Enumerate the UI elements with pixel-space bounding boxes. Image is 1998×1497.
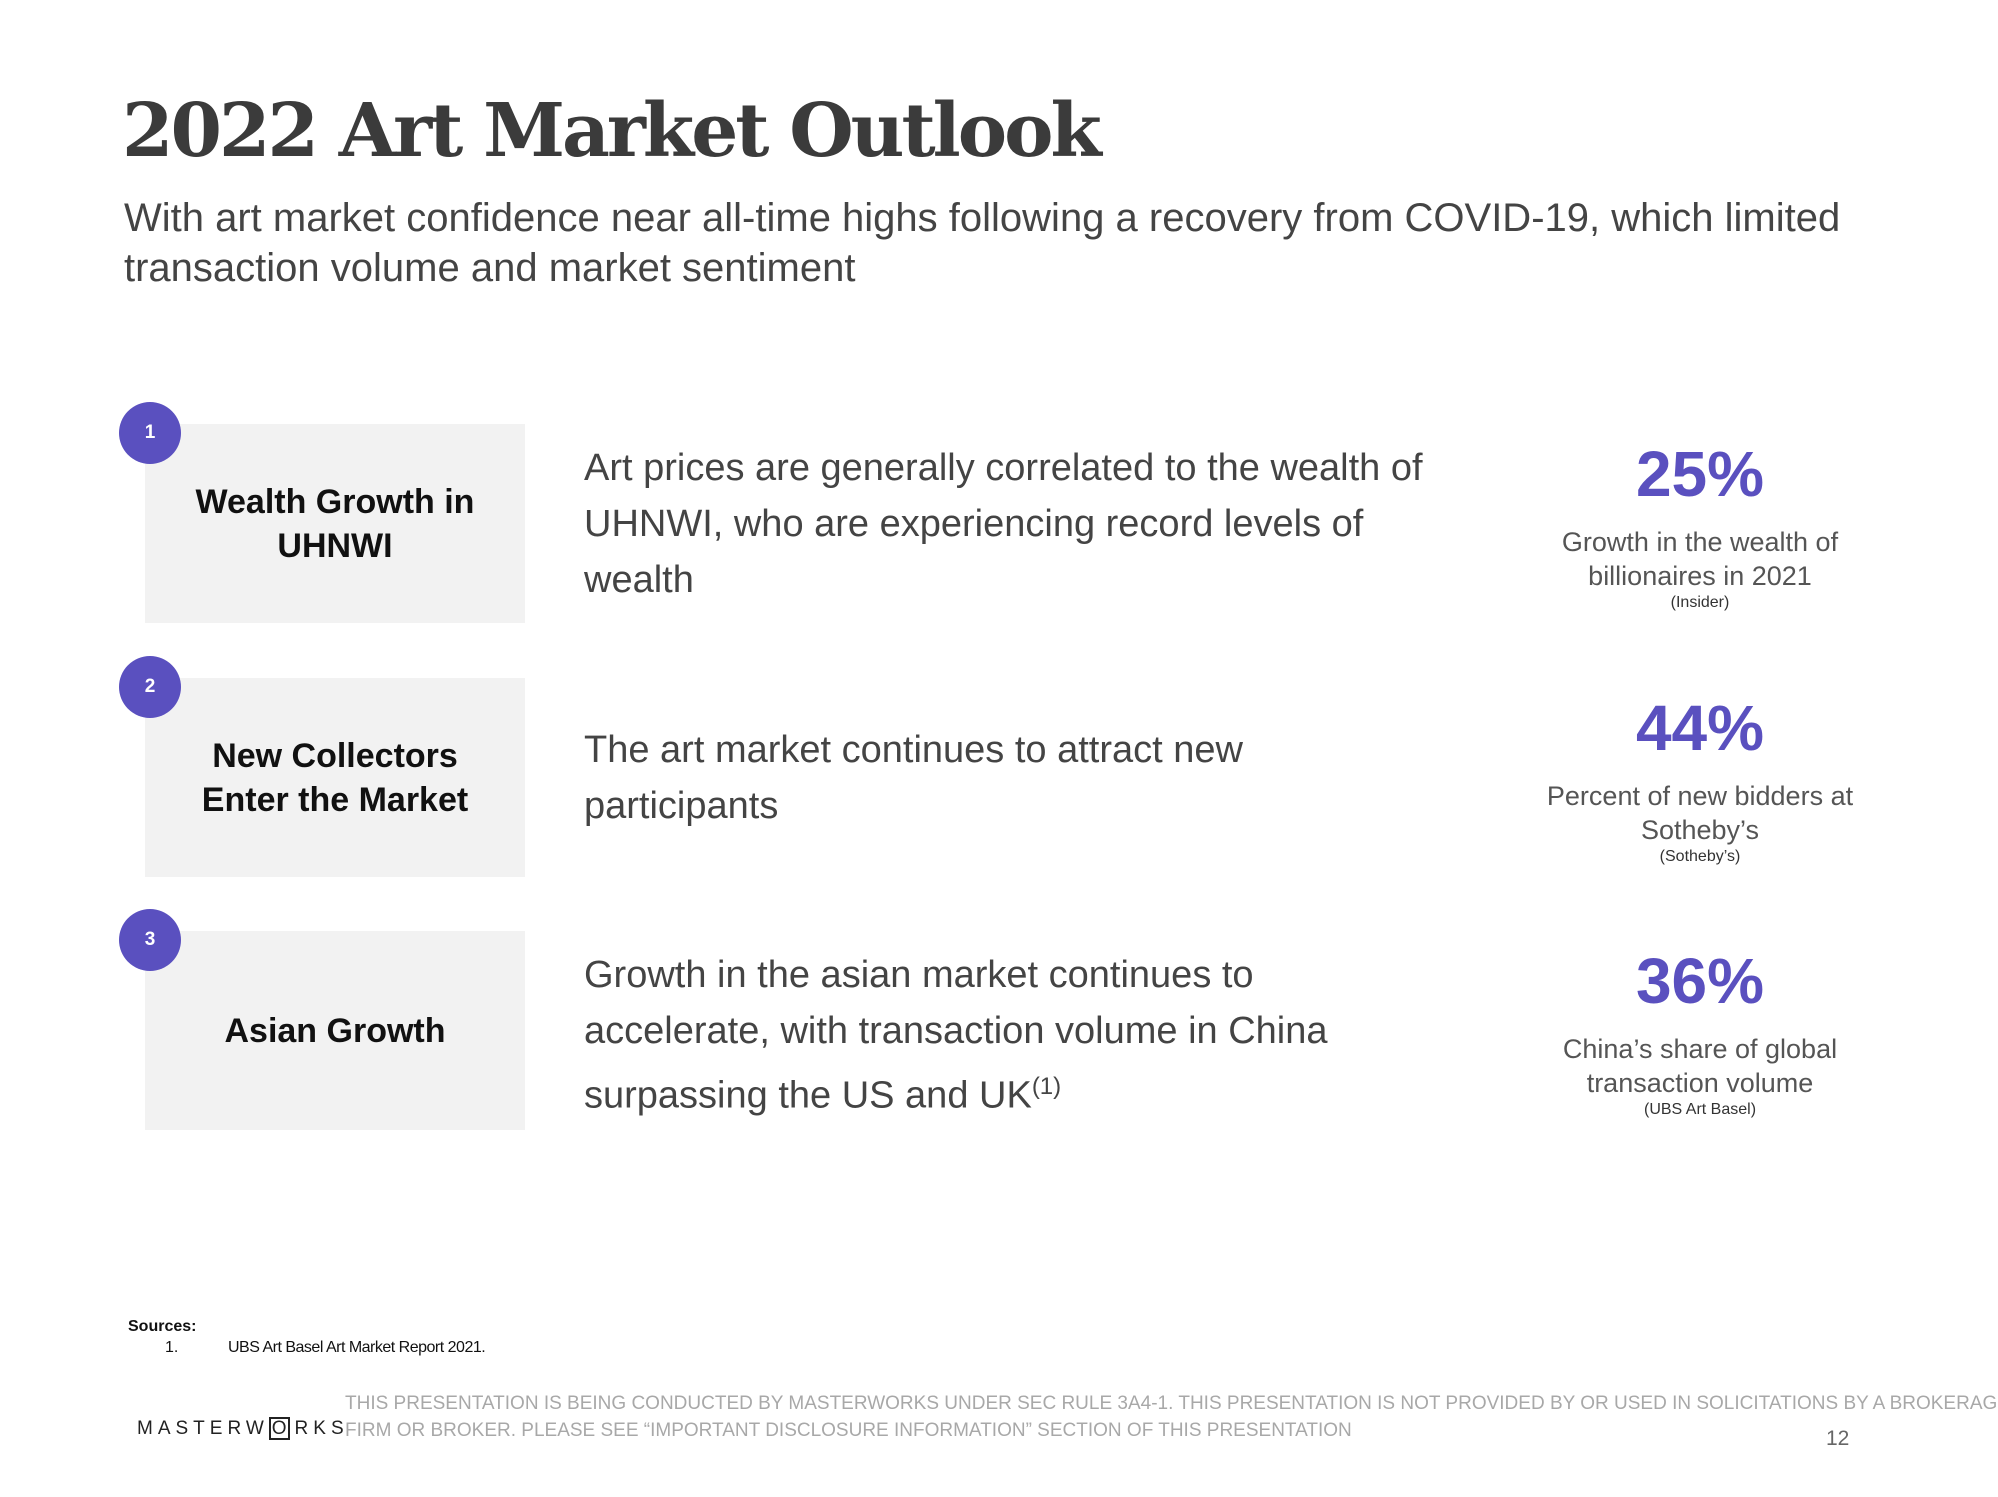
disclaimer: THIS PRESENTATION IS BEING CONDUCTED BY … [345, 1393, 1998, 1414]
topic-box [145, 424, 525, 623]
source-number: 1. [165, 1339, 179, 1356]
stat-source: (Insider) [1670, 594, 1730, 611]
topic-box [145, 678, 525, 877]
description: participants [584, 785, 779, 827]
number-badge: 3 [119, 909, 181, 971]
source-text: UBS Art Basel Art Market Report 2021. [228, 1339, 486, 1356]
subtitle: With art market confidence near all-time… [124, 196, 1841, 240]
disclaimer: FIRM OR BROKER. PLEASE SEE “IMPORTANT DI… [345, 1420, 1352, 1441]
number-badge: 1 [119, 402, 181, 464]
topic-heading: Enter the Market [201, 781, 469, 819]
description: Growth in the asian market continues to [584, 954, 1254, 996]
description: UHNWI, who are experiencing record level… [584, 503, 1364, 545]
stat-label: Sotheby’s [1640, 815, 1760, 845]
description: The art market continues to attract new [584, 729, 1243, 771]
description: wealth [584, 559, 694, 601]
page-number: 12 [1826, 1427, 1850, 1450]
topic-heading: Wealth Growth in [195, 483, 475, 521]
stat-value: 25% [1635, 438, 1765, 510]
description: surpassing the US and UK(1) [584, 1073, 1062, 1117]
subtitle: transaction volume and market sentiment [124, 246, 856, 290]
topic-heading: New Collectors [212, 737, 458, 775]
stat-value: 36% [1635, 945, 1765, 1017]
stat-label: Growth in the wealth of [1561, 527, 1839, 557]
stat-value: 44% [1635, 692, 1765, 764]
title: 2022 Art Market Outlook [122, 88, 1102, 174]
number-badge: 2 [119, 656, 181, 718]
stat-label: China’s share of global [1562, 1034, 1838, 1064]
footnote-ref: (1) [1031, 1073, 1062, 1100]
topic-heading: UHNWI [277, 527, 393, 565]
logo-mark: O [268, 1417, 290, 1440]
sources-label: Sources: [128, 1318, 197, 1335]
stat-source: (UBS Art Basel) [1643, 1101, 1757, 1118]
topic-heading: Asian Growth [224, 1012, 446, 1050]
stat-source: (Sotheby’s) [1659, 848, 1741, 865]
logo: MASTERW O RKS [137, 1417, 349, 1440]
description: accelerate, with transaction volume in C… [584, 1010, 1328, 1052]
description: Art prices are generally correlated to t… [584, 447, 1423, 489]
logo-text: MASTERW [137, 1418, 269, 1439]
logo-text: RKS [294, 1418, 349, 1439]
stat-label: Percent of new bidders at [1546, 781, 1854, 811]
stat-label: transaction volume [1586, 1068, 1814, 1098]
stat-label: billionaires in 2021 [1588, 561, 1812, 591]
topic-box [145, 931, 525, 1130]
